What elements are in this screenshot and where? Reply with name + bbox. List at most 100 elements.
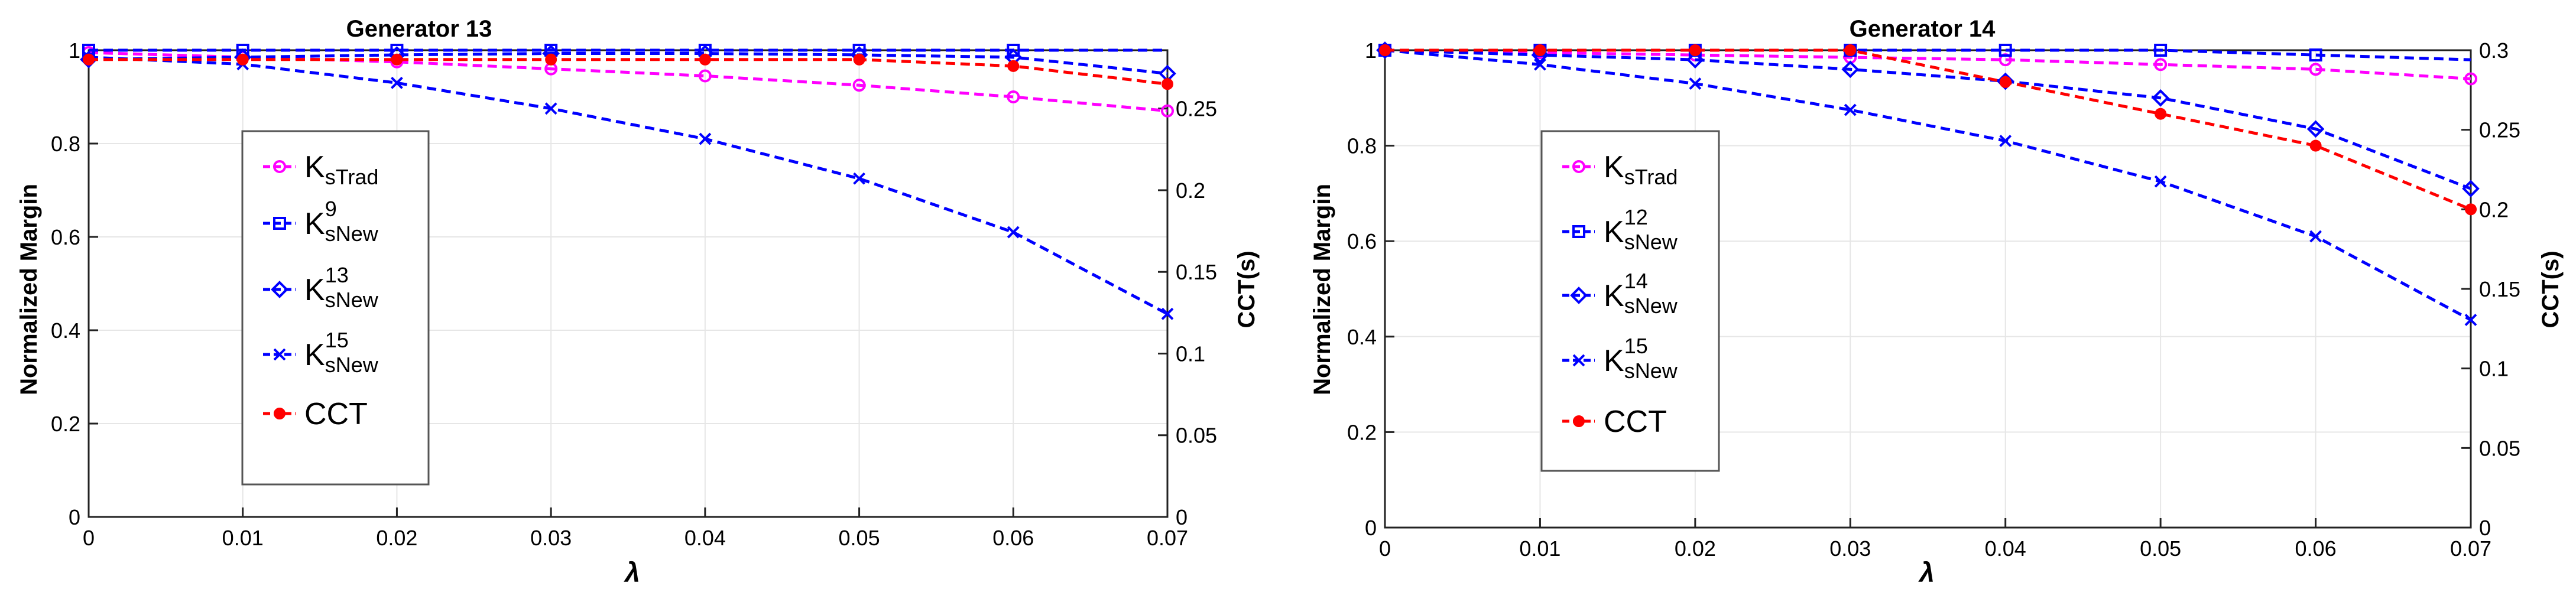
y2-tick-label: 0.25 bbox=[1176, 97, 1217, 121]
series-line-CCT bbox=[89, 58, 1168, 86]
y-tick-label: 0.8 bbox=[51, 132, 80, 156]
x-tick-label: 0.03 bbox=[530, 526, 572, 550]
series-CCT bbox=[83, 53, 1173, 90]
legend-label: K9 sNew bbox=[304, 197, 379, 246]
series-line-KsNew13 bbox=[88, 52, 1168, 75]
x-tick-label: 0.04 bbox=[684, 526, 726, 550]
legend-label: K15 sNew bbox=[1604, 334, 1678, 383]
legend-label-sup: 12 bbox=[1624, 205, 1648, 229]
data-point-CCT bbox=[1689, 44, 1701, 56]
data-point-CCT bbox=[1844, 44, 1857, 56]
legend-label-sup: 15 bbox=[325, 328, 349, 352]
legend-item-KsTrad: KsTrad bbox=[1562, 150, 1678, 189]
data-point-KsNew15 bbox=[1999, 135, 2012, 147]
x-tick-label: 0.06 bbox=[992, 526, 1034, 550]
y-tick-label: 0.6 bbox=[51, 225, 80, 249]
x-tick-label: 0.01 bbox=[1519, 536, 1560, 561]
data-point-KsNew15 bbox=[699, 132, 712, 145]
y-axis-label: Normalized Margin bbox=[1309, 184, 1335, 395]
y-tick-label: 0.4 bbox=[1347, 325, 1377, 349]
legend-label-sup: 14 bbox=[1624, 269, 1648, 293]
y-tick-label: 0.2 bbox=[51, 412, 80, 436]
legend-item-CCT: CCT bbox=[263, 397, 368, 431]
data-point-CCT bbox=[1379, 44, 1391, 56]
legend-label-base: K bbox=[1604, 150, 1624, 184]
data-point-KsNew15 bbox=[1007, 226, 1020, 239]
y2-tick-label: 0.15 bbox=[2479, 277, 2520, 301]
legend-item-CCT: CCT bbox=[1562, 405, 1667, 439]
legend-swatch-marker bbox=[1573, 415, 1585, 427]
legend-swatch-marker bbox=[273, 217, 286, 230]
legend-label-sub: sTrad bbox=[325, 165, 379, 189]
data-point-KsTrad bbox=[2309, 63, 2322, 76]
y2-axis-label: CCT(s) bbox=[2538, 250, 2564, 328]
data-point-KsNew12 bbox=[2154, 44, 2168, 57]
data-point-KsTrad bbox=[2464, 72, 2477, 86]
y2-tick-label: 0.25 bbox=[2479, 118, 2520, 142]
legend-label: KsTrad bbox=[1604, 150, 1678, 189]
data-point-KsNew9 bbox=[1007, 44, 1020, 57]
y2-tick-label: 0 bbox=[2479, 516, 2491, 540]
y-tick-label: 0.6 bbox=[1347, 229, 1377, 253]
legend-label: KsTrad bbox=[304, 150, 378, 189]
data-point-KsTrad bbox=[2154, 58, 2168, 71]
data-point-CCT bbox=[1999, 76, 2012, 88]
data-point-KsNew15 bbox=[1161, 307, 1174, 320]
legend-swatch-marker bbox=[273, 160, 286, 173]
x-tick-label: 0.04 bbox=[1985, 536, 2026, 561]
x-tick-label: 0.03 bbox=[1829, 536, 1871, 561]
y2-tick-label: 0.05 bbox=[1176, 424, 1217, 448]
legend-label-base: K bbox=[1604, 215, 1624, 249]
x-tick-label: 0.05 bbox=[839, 526, 880, 550]
data-point-CCT bbox=[391, 53, 403, 66]
legend-label-base: K bbox=[304, 150, 325, 184]
data-point-CCT bbox=[1534, 44, 1546, 56]
legend-label: K13 sNew bbox=[304, 263, 379, 312]
data-point-KsNew14 bbox=[2306, 120, 2325, 138]
data-point-KsTrad bbox=[698, 69, 712, 83]
data-point-KsNew14 bbox=[2462, 180, 2480, 198]
chart-generator-13: Generator 13 Normalized Margin CCT(s) λ … bbox=[16, 16, 1260, 588]
y-tick-label: 0.4 bbox=[51, 318, 80, 343]
legend-swatch-marker bbox=[1572, 160, 1585, 173]
data-point-KsNew14 bbox=[2152, 89, 2169, 107]
series-line-KsTrad bbox=[1384, 48, 2471, 80]
y2-tick-label: 0.3 bbox=[2479, 38, 2509, 63]
data-point-KsTrad bbox=[1007, 90, 1020, 103]
y-tick-label: 1 bbox=[69, 38, 80, 63]
data-point-KsNew15 bbox=[2464, 314, 2477, 326]
data-point-KsNew12 bbox=[1998, 44, 2012, 57]
legend-swatch-marker bbox=[273, 348, 286, 361]
data-point-CCT bbox=[853, 53, 865, 66]
y-tick-label: 0 bbox=[1365, 516, 1377, 540]
x-tick-label: 0.07 bbox=[1147, 526, 1188, 550]
series-line-KsNew15 bbox=[88, 56, 1169, 315]
legend-label-base: K bbox=[304, 207, 325, 241]
data-point-KsNew15 bbox=[1689, 77, 1702, 90]
x-axis-label: λ bbox=[1918, 557, 1935, 588]
y2-tick-label: 0.1 bbox=[2479, 357, 2509, 381]
data-point-CCT bbox=[1162, 78, 1173, 90]
x-axis-label: λ bbox=[623, 557, 640, 588]
legend-swatch-marker bbox=[1570, 287, 1588, 304]
series-line-KsNew15 bbox=[1384, 48, 2472, 321]
data-point-KsTrad bbox=[852, 79, 866, 92]
legend-label: K14 sNew bbox=[1604, 269, 1678, 318]
y-tick-label: 0.8 bbox=[1347, 134, 1377, 158]
data-point-CCT bbox=[2309, 139, 2322, 152]
data-point-CCT bbox=[83, 53, 95, 66]
legend-label-sub: sNew bbox=[325, 288, 379, 312]
series-line-KsNew14 bbox=[1384, 48, 2471, 190]
data-point-CCT bbox=[699, 53, 711, 66]
data-point-KsNew15 bbox=[544, 102, 557, 115]
legend-label-sub: sNew bbox=[1624, 230, 1678, 254]
x-tick-label: 0.05 bbox=[2140, 536, 2181, 561]
legend-label-sup: 9 bbox=[325, 197, 337, 221]
chart-title: Generator 13 bbox=[346, 16, 492, 42]
data-point-KsNew15 bbox=[2309, 230, 2322, 243]
legend-label-sub: sTrad bbox=[1624, 165, 1678, 189]
legend-item-KsNew15: K15 sNew bbox=[263, 328, 379, 377]
legend-label-sup: 15 bbox=[1624, 334, 1648, 358]
